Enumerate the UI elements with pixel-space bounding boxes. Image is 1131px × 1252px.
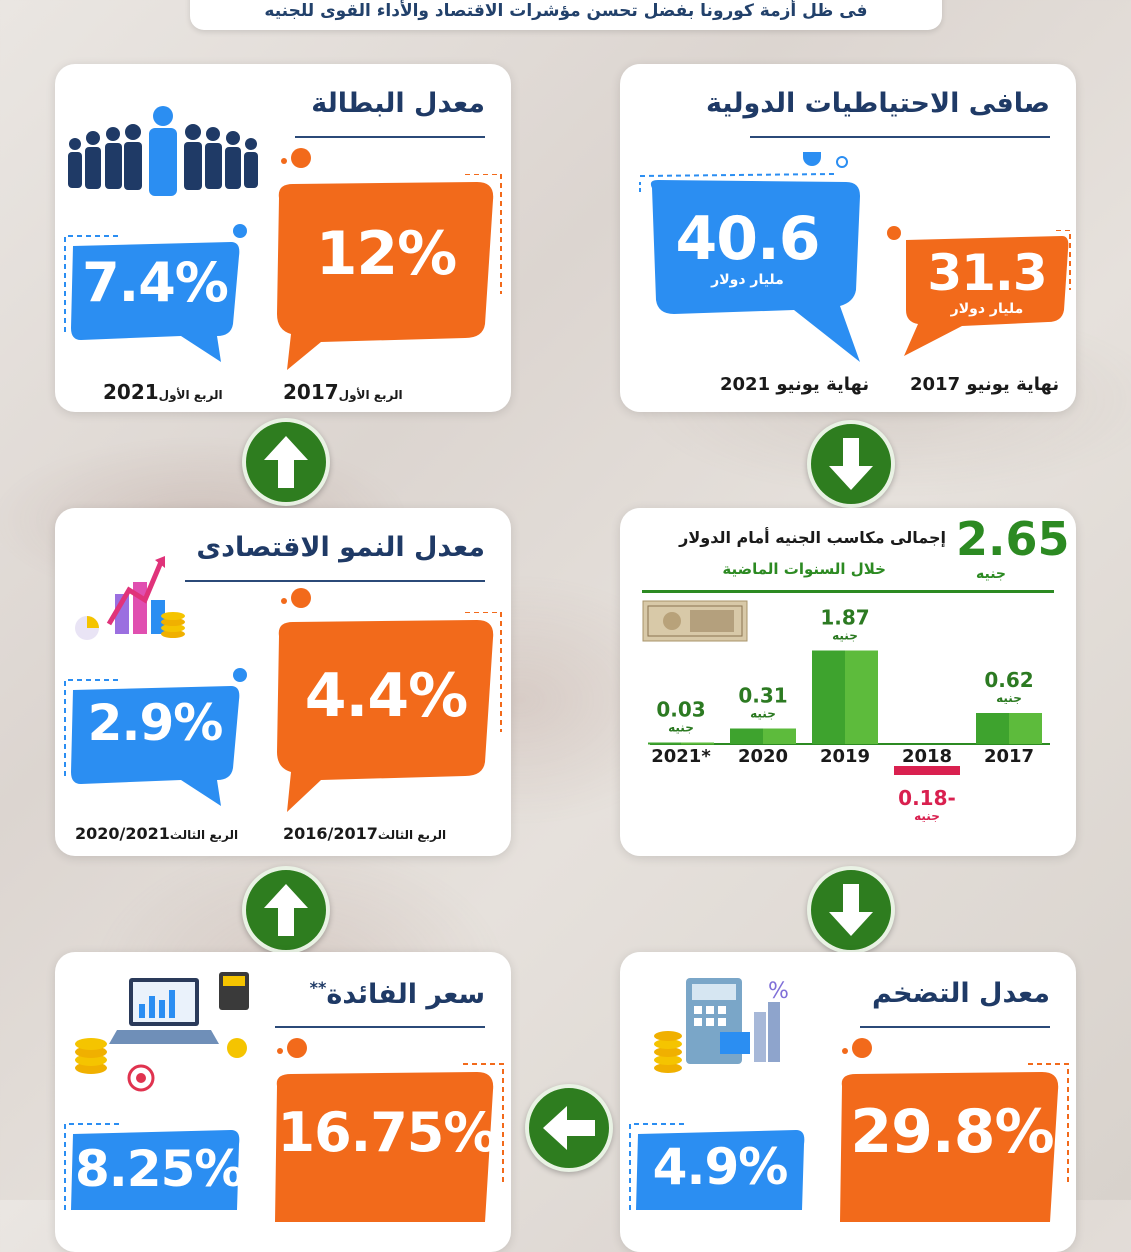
interest-old-value: 16.75%: [277, 1101, 498, 1164]
speech-bubble-blue: [64, 235, 240, 362]
chart-unit-label: جنيه: [996, 691, 1022, 705]
decor-dot: [277, 1048, 283, 1054]
speech-bubble-blue: [639, 173, 860, 362]
speech-bubble-orange: [840, 1063, 1069, 1222]
chart-unit-label: جنيه: [668, 721, 694, 735]
arrow-up-icon: [242, 866, 330, 954]
decor-dot: [842, 1048, 848, 1054]
reserves-old-value: 31.3 مليار دولار: [927, 244, 1047, 317]
chart-title: إجمالى مكاسب الجنيه أمام الدولار: [679, 528, 946, 547]
arrow-left-icon: [525, 1084, 613, 1172]
title-underline: [750, 136, 1050, 138]
chart-value-label: 0.62: [984, 668, 1033, 692]
chart-bar-shade: [681, 742, 714, 745]
interest-new-value: 8.25%: [75, 1140, 244, 1198]
decor-dot: [281, 158, 287, 164]
chart-x-label: 2020: [738, 746, 788, 767]
chart-bar-shade: [1009, 713, 1042, 744]
speech-bubble-orange: [904, 230, 1071, 356]
chart-x-label: 2019: [820, 746, 870, 767]
decor-dot: [287, 1038, 307, 1058]
reserves-new-label: نهاية يونيو 2021: [720, 374, 870, 395]
title-underline: [185, 580, 485, 582]
reserves-new-value: 40.6 مليار دولار: [675, 204, 820, 288]
decor-dot: [291, 148, 311, 168]
inflation-new-value: 4.9%: [652, 1138, 789, 1196]
card-title: معدل البطالة: [311, 88, 485, 119]
growth-old-value: 4.4%: [304, 661, 468, 731]
speech-bubble-orange: [277, 174, 502, 370]
title-underline: [295, 136, 485, 138]
decor-dot: [836, 156, 848, 168]
total-gain-unit: جنيه: [976, 566, 1007, 582]
title-underline: [860, 1026, 1050, 1028]
inflation-old-value: 29.8%: [850, 1097, 1054, 1167]
arrow-down-icon: [807, 420, 895, 508]
title-underline: [275, 1026, 485, 1028]
gains-bar-chart: 20170.62جنيه20180.18-جنيه20191.87جنيه202…: [648, 606, 1050, 823]
arrow-up-icon: [242, 418, 330, 506]
speech-bubble-blue: [64, 1123, 240, 1210]
money-bill-icon: [642, 600, 748, 642]
arrow-down-icon: [807, 866, 895, 954]
reserves-old-label: نهاية يونيو 2017: [910, 374, 1060, 395]
decor-dot: [281, 598, 287, 604]
growth-old-label: الربع الثالث2016/2017: [283, 824, 447, 843]
speech-bubble-orange: [277, 612, 502, 812]
unemployment-new-label: الربع الأول2021: [103, 380, 223, 404]
chart-bar-shade: [845, 650, 878, 744]
chart-subtitle: خلال السنوات الماضية: [722, 560, 886, 578]
chart-x-label: 2017: [984, 746, 1034, 767]
unemployment-old-value: 12%: [315, 219, 458, 289]
chart-bar-shade: [763, 728, 796, 744]
unemployment-card: معدل البطالة 12% 7.4% الربع الأول2017: [55, 64, 511, 412]
growth-card: معدل النمو الاقتصادى 4.4% 2.9% الربع الث…: [55, 508, 511, 856]
pound-gains-card: 2.65 جنيه إجمالى مكاسب الجنيه أمام الدول…: [620, 508, 1076, 856]
growth-chart-icon: [75, 556, 185, 640]
unemployment-old-label: الربع الأول2017: [283, 380, 403, 404]
decor-dot: [291, 588, 311, 608]
chart-value-label: 1.87: [820, 606, 869, 630]
interest-card: سعر الفائدة** 16.75% 8.25%: [55, 952, 511, 1252]
reserves-card: صافى الاحتياطيات الدولية 40.6 مليار دولا…: [620, 64, 1076, 412]
chart-value-label: 0.03: [656, 698, 705, 722]
speech-bubble-blue: [629, 1123, 805, 1210]
growth-new-label: الربع الثالث2020/2021: [75, 824, 239, 843]
decor-dot: [233, 224, 247, 238]
decor-dot: [803, 152, 821, 166]
speech-bubble-orange: [275, 1063, 504, 1222]
chart-unit-label: جنيه: [832, 629, 858, 643]
card-title: معدل التضخم: [871, 978, 1050, 1009]
chart-value-label: 0.31: [738, 684, 787, 708]
unemployment-new-value: 7.4%: [82, 251, 229, 314]
growth-new-value: 2.9%: [87, 694, 224, 752]
laptop-coins-icon: [75, 972, 249, 1092]
chart-value-label: 0.18-: [898, 786, 956, 810]
speech-bubble-blue: [64, 679, 240, 806]
green-divider: [642, 590, 1054, 593]
total-gain-value: 2.65: [956, 512, 1070, 566]
card-title: سعر الفائدة**: [309, 978, 485, 1010]
people-icon: [68, 106, 258, 196]
chart-x-label: 2021*: [651, 746, 711, 767]
card-title: معدل النمو الاقتصادى: [196, 532, 485, 563]
calculator-icon: %: [654, 978, 789, 1073]
chart-unit-label: جنيه: [750, 707, 776, 721]
chart-bar-2018: [894, 766, 960, 775]
inflation-card: معدل التضخم % 29.8% 4.9%: [620, 952, 1076, 1252]
chart-unit-label: جنيه: [914, 809, 940, 823]
decor-dot: [887, 226, 901, 240]
decor-dot: [852, 1038, 872, 1058]
svg-text:%: %: [768, 979, 789, 1004]
header-banner: فى ظل أزمة كورونا بفضل تحسن مؤشرات الاقت…: [190, 0, 942, 30]
card-title: صافى الاحتياطيات الدولية: [705, 88, 1050, 119]
chart-x-label: 2018: [902, 746, 952, 767]
decor-dot: [233, 668, 247, 682]
